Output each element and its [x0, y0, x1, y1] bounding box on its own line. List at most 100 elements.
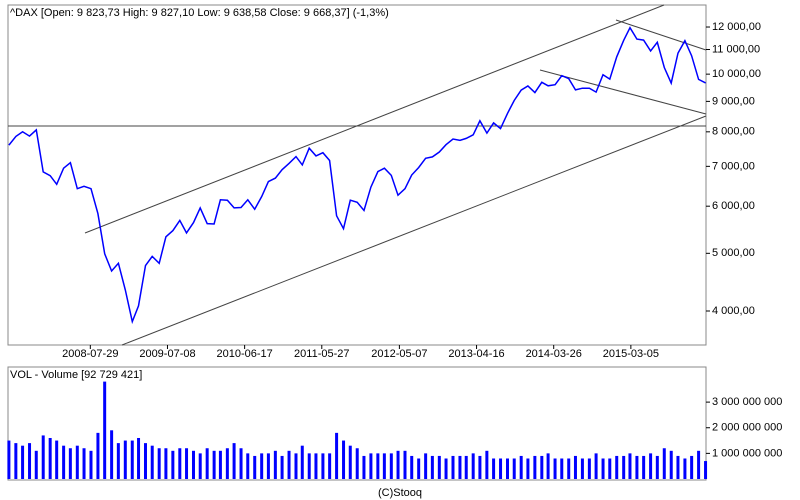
- volume-bar: [560, 458, 564, 479]
- volume-bar: [355, 448, 359, 479]
- volume-bar: [260, 453, 264, 479]
- volume-bar: [519, 455, 523, 479]
- volume-bar: [594, 453, 598, 479]
- y-tick-label: 12 000,00: [712, 21, 761, 33]
- volume-bar: [212, 450, 216, 479]
- volume-bar: [287, 450, 291, 479]
- y-tick-label: 7 000,00: [712, 160, 755, 172]
- x-tick-label: 2012-05-07: [371, 348, 427, 360]
- volume-bar: [116, 443, 120, 479]
- y-tick-label: 5 000,00: [712, 247, 755, 259]
- volume-bar: [218, 450, 222, 479]
- volume-bar: [587, 458, 591, 479]
- volume-bar: [191, 450, 195, 479]
- volume-bar: [608, 458, 612, 479]
- volume-bar: [150, 445, 154, 479]
- x-tick-label: 2011-05-27: [294, 348, 349, 360]
- x-tick-label: 2015-03-05: [603, 348, 659, 360]
- price-panel: [7, 4, 707, 346]
- y-tick-label: 1 000 000 000: [712, 447, 782, 459]
- volume-bar: [225, 448, 229, 479]
- volume-bar: [499, 458, 503, 479]
- trend-line: [539, 69, 707, 115]
- volume-bar: [335, 432, 339, 479]
- price-line: [8, 26, 706, 325]
- volume-bar: [382, 453, 386, 479]
- volume-bar: [533, 455, 537, 479]
- volume-bar: [376, 453, 380, 479]
- volume-bar: [437, 455, 441, 479]
- volume-bar: [389, 453, 393, 479]
- volume-bar: [492, 458, 496, 479]
- volume-bar: [697, 450, 701, 479]
- volume-bar: [424, 453, 428, 479]
- volume-bar: [253, 455, 257, 479]
- volume-bar: [615, 455, 619, 479]
- volume-bar: [690, 455, 694, 479]
- volume-bar: [526, 458, 530, 479]
- volume-bar: [21, 445, 25, 479]
- volume-bar: [205, 448, 209, 479]
- volume-bar: [546, 453, 550, 479]
- volume-bar: [314, 453, 318, 479]
- y-tick-label: 11 000,00: [712, 43, 760, 55]
- x-tick-label: 2013-04-16: [448, 348, 504, 360]
- volume-bar: [62, 445, 66, 479]
- volume-bar: [635, 455, 639, 479]
- volume-bar: [307, 453, 311, 479]
- volume-bar: [451, 455, 455, 479]
- volume-bar: [662, 448, 666, 479]
- volume-bar: [348, 445, 352, 479]
- x-tick-label: 2014-03-26: [526, 348, 582, 360]
- volume-bar: [28, 443, 32, 479]
- volume-bar: [123, 440, 127, 479]
- volume-bar: [96, 432, 100, 479]
- volume-bar: [553, 458, 557, 479]
- volume-bar: [68, 448, 72, 479]
- volume-bar: [7, 440, 11, 479]
- volume-bar: [512, 458, 516, 479]
- x-tick-label: 2009-07-08: [139, 348, 195, 360]
- volume-bar: [580, 458, 584, 479]
- volume-bar: [478, 455, 482, 479]
- volume-bar: [601, 458, 605, 479]
- channel-lower: [121, 115, 707, 346]
- volume-bar: [239, 448, 243, 479]
- volume-bar: [430, 455, 434, 479]
- volume-bar: [164, 448, 168, 479]
- volume-bar: [34, 450, 38, 479]
- volume-bar: [266, 453, 270, 479]
- volume-bar: [321, 453, 325, 479]
- volume-bar: [41, 435, 45, 479]
- volume-bar: [82, 448, 86, 479]
- volume-bar: [89, 450, 93, 479]
- volume-bar: [506, 458, 510, 479]
- volume-bar: [567, 458, 571, 479]
- volume-bar: [342, 440, 346, 479]
- volume-bar: [328, 453, 332, 479]
- y-tick-label: 9 000,00: [712, 95, 755, 107]
- volume-bar: [48, 437, 52, 479]
- volume-bar: [137, 437, 141, 479]
- volume-title: VOL - Volume [92 729 421]: [10, 369, 142, 381]
- volume-bar: [178, 448, 182, 479]
- volume-bar: [669, 450, 673, 479]
- volume-bar: [369, 453, 373, 479]
- volume-bar: [300, 445, 304, 479]
- volume-bar: [198, 453, 202, 479]
- volume-bar: [628, 453, 632, 479]
- volume-bar: [246, 453, 250, 479]
- credit: (C)Stooq: [378, 487, 422, 499]
- volume-bar: [683, 458, 687, 479]
- volume-bar: [362, 455, 366, 479]
- volume-bar: [273, 450, 277, 479]
- volume-bar: [622, 455, 626, 479]
- volume-bar: [55, 440, 59, 479]
- y-tick-label: 3 000 000 000: [712, 396, 782, 408]
- channel-upper: [84, 4, 665, 234]
- volume-bar: [14, 443, 18, 479]
- volume-bar: [103, 381, 107, 479]
- volume-bar: [444, 458, 448, 479]
- y-tick-label: 4 000,00: [712, 305, 755, 317]
- y-tick-label: 8 000,00: [712, 126, 755, 138]
